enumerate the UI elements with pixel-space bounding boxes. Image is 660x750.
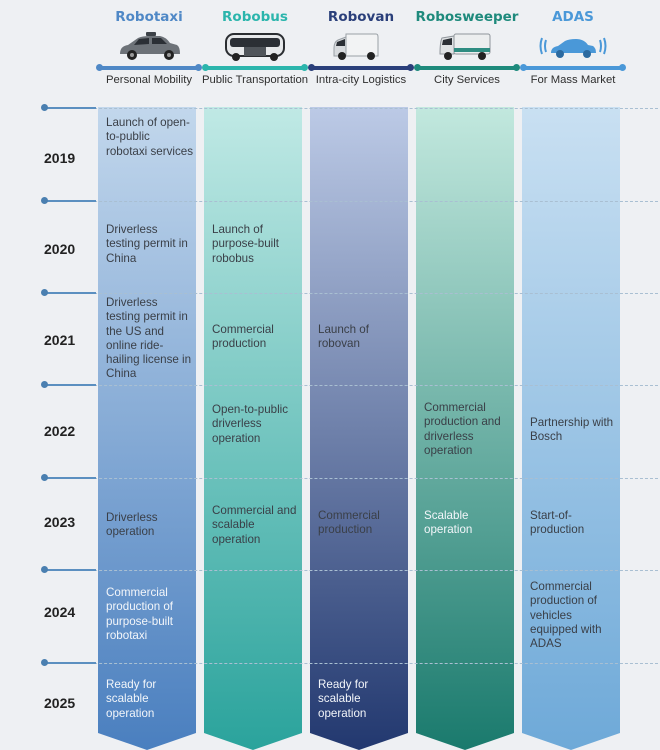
milestone-cell: Scalable operation <box>424 509 473 537</box>
row-tick <box>44 292 96 294</box>
row-dot <box>41 659 48 666</box>
column-subtitle: Public Transportation <box>201 74 309 86</box>
year-label: 2021 <box>44 332 76 348</box>
lane-robosweeper <box>416 107 514 750</box>
lane-robobus <box>204 107 302 750</box>
milestone-cell: Ready for scalable operation <box>106 678 157 720</box>
milestone-cell: Commercial production of purpose-built r… <box>106 586 174 642</box>
row-dot <box>41 474 48 481</box>
column-subtitle: Intra-city Logistics <box>315 74 407 86</box>
milestone-cell: Commercial and scalable operation <box>212 504 297 546</box>
milestone-cell: Driverless testing permit in China <box>106 223 188 265</box>
milestone-cell: Start-of-production <box>530 509 585 537</box>
column-line <box>96 64 202 71</box>
milestone-cell: Commercial production and driverless ope… <box>424 401 501 457</box>
column-title: ADAS <box>552 9 594 25</box>
year-label: 2023 <box>44 514 76 530</box>
row-separator <box>44 293 658 294</box>
year-label: 2024 <box>44 604 76 620</box>
row-separator <box>44 478 658 479</box>
row-separator <box>44 385 658 386</box>
row-separator <box>44 663 658 664</box>
milestone-cell: Commercial production <box>212 323 274 351</box>
column-subtitle: City Services <box>434 74 500 86</box>
row-dot <box>41 381 48 388</box>
robovan-icon <box>333 33 379 60</box>
column-line <box>520 64 626 71</box>
row-tick <box>44 200 96 202</box>
year-label: 2025 <box>44 695 76 711</box>
row-dot <box>41 197 48 204</box>
column-title: Robotaxi <box>115 9 183 25</box>
column-line <box>202 64 308 71</box>
lane-adas <box>522 107 620 750</box>
robosweeper-icon <box>439 33 491 60</box>
milestone-cell: Commercial production of vehicles equipp… <box>530 580 602 651</box>
column-title: Robobus <box>222 9 288 25</box>
column-subtitle: Personal Mobility <box>105 74 193 86</box>
column-title: Robosweeper <box>415 9 519 25</box>
milestone-cell: Partnership with Bosch <box>530 416 614 444</box>
milestone-cell: Launch of robovan <box>318 323 369 351</box>
year-label: 2019 <box>44 150 76 166</box>
milestone-cell: Driverless testing permit in the US and … <box>106 296 192 381</box>
year-label: 2020 <box>44 241 76 257</box>
row-tick <box>44 107 96 109</box>
milestone-cell: Driverless operation <box>106 511 158 539</box>
column-line <box>414 64 520 71</box>
row-tick <box>44 569 96 571</box>
row-separator <box>44 570 658 571</box>
row-dot <box>41 289 48 296</box>
milestone-cell: Ready for scalable operation <box>318 678 369 720</box>
milestone-cell: Launch of open-to-public robotaxi servic… <box>106 116 193 158</box>
robotaxi-car-icon <box>120 32 180 60</box>
row-tick <box>44 477 96 479</box>
row-dot <box>41 566 48 573</box>
adas-car-icon <box>539 37 607 58</box>
milestone-cell: Launch of purpose-built robobus <box>212 223 280 265</box>
column-title: Robovan <box>327 9 395 25</box>
milestone-cell: Commercial production <box>318 509 380 537</box>
lane-robovan <box>310 107 408 750</box>
row-separator <box>44 108 658 109</box>
row-tick <box>44 662 96 664</box>
row-dot <box>41 104 48 111</box>
row-separator <box>44 201 658 202</box>
year-label: 2022 <box>44 423 76 439</box>
lane-robotaxi <box>98 107 196 750</box>
robobus-icon <box>225 33 285 61</box>
column-subtitle: For Mass Market <box>530 74 616 86</box>
column-line <box>308 64 414 71</box>
milestone-cell: Open-to-public driverless operation <box>212 403 289 445</box>
row-tick <box>44 384 96 386</box>
